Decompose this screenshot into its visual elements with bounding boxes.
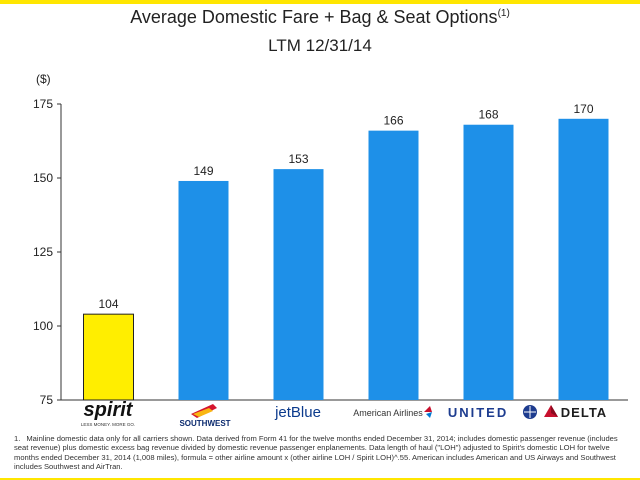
y-axis-unit-label: ($) [36,72,51,86]
united-logo-wordmark: UNITED [448,405,508,420]
data-labels-group: 104 149 153 166 168 170 [98,102,593,311]
jetblue-logo-wordmark: jetBlue [274,404,321,421]
american-flight-symbol-blue-icon [426,412,432,418]
bar-jetblue [273,169,324,400]
united-globe-lines-icon [524,406,536,418]
american-flight-symbol-icon [424,406,432,412]
jetblue-logo: jetBlue [274,404,321,421]
y-tick-label: 100 [33,319,53,333]
bar-united [463,124,514,400]
american-airlines-logo-wordmark: American Airlines [353,408,423,418]
southwest-plane-stripe-icon [193,408,213,417]
bars-group [83,118,609,401]
bar-southwest [178,180,229,400]
delta-logo-wordmark: DELTA [561,405,607,420]
chart-title: Average Domestic Fare + Bag & Seat Optio… [0,7,640,28]
y-tick-label: 125 [33,245,53,259]
southwest-logo-wordmark: SOUTHWEST [179,419,230,428]
delta-logo: DELTA [544,405,607,420]
data-label-jetblue: 153 [288,152,308,166]
data-label-delta: 170 [573,102,593,116]
spirit-logo: spirit LESS MONEY. MORE GO. [81,399,135,427]
data-label-united: 168 [478,108,498,122]
bar-spirit [83,313,134,401]
y-tick-label: 150 [33,171,53,185]
title-footnote-marker: (1) [497,8,510,19]
bottom-accent-rule [0,478,640,480]
spirit-logo-wordmark: spirit [84,399,134,421]
united-logo: UNITED [448,405,537,420]
southwest-logo: SOUTHWEST [179,404,231,428]
chart-subtitle: LTM 12/31/14 [268,36,372,55]
y-axis-ticks: 75 100 125 150 175 [33,97,61,407]
footnote-number: 1. [14,434,21,443]
y-tick-label: 175 [33,97,53,111]
american-airlines-logo: American Airlines [353,406,432,418]
spirit-logo-tagline: LESS MONEY. MORE GO. [81,422,135,427]
footnote-text: Mainline domestic data only for all carr… [14,434,618,472]
data-label-spirit: 104 [98,297,118,311]
bar-american-airlines [368,130,419,400]
footnote: 1. Mainline domestic data only for all ca… [14,434,630,472]
delta-widget-shade-icon [551,405,558,417]
bar-delta [558,118,609,401]
data-label-southwest: 149 [193,164,213,178]
top-accent-rule [0,0,640,4]
chart-title-text: Average Domestic Fare + Bag & Seat Optio… [130,7,498,27]
bar-chart: ($) 75 100 125 150 175 104 149 153 166 168 170 sp… [33,72,628,428]
y-tick-label: 75 [40,393,54,407]
data-label-american-airlines: 166 [383,114,403,128]
